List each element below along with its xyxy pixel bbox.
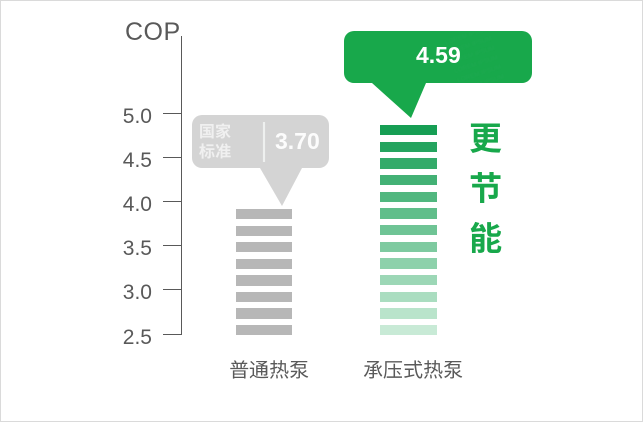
svg-text:LOREM IPSUM: LOREM IPSUM bbox=[460, 73, 505, 94]
svg-text:LOREM IPSUM: LOREM IPSUM bbox=[457, 64, 502, 85]
